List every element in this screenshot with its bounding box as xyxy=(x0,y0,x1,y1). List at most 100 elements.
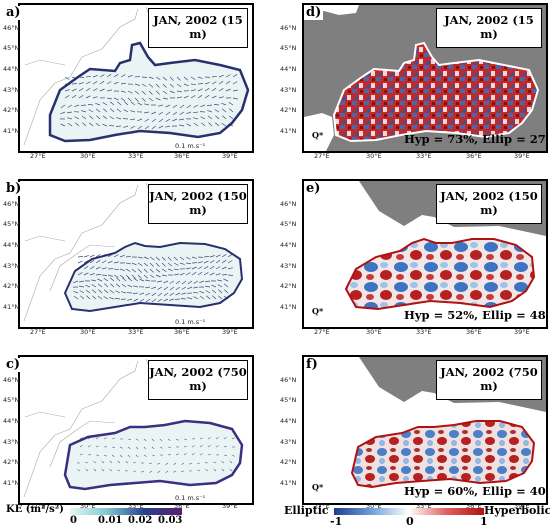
velocity-vector xyxy=(215,259,221,264)
lon-tick: 33°E xyxy=(128,328,144,336)
velocity-vector xyxy=(227,253,233,258)
velocity-vector xyxy=(110,108,115,113)
velocity-vector xyxy=(122,277,127,282)
velocity-vector xyxy=(102,115,108,120)
velocity-vector xyxy=(223,278,229,282)
velocity-vector xyxy=(60,123,66,127)
lon-tick: 27°E xyxy=(30,502,46,510)
velocity-vector xyxy=(183,445,187,448)
velocity-vector xyxy=(106,73,112,78)
lat-tick: 41°N xyxy=(3,479,20,487)
velocity-vector xyxy=(197,83,204,85)
velocity-vector xyxy=(151,286,157,290)
velocity-vector xyxy=(165,104,171,108)
velocity-vector xyxy=(144,118,150,122)
velocity-vector xyxy=(173,262,179,266)
title-box: JAN, 2002 (150 m) xyxy=(436,184,542,224)
velocity-vector xyxy=(127,74,133,78)
velocity-vector xyxy=(181,462,185,465)
velocity-vector xyxy=(175,438,179,441)
velocity-vector xyxy=(143,446,147,450)
velocity-vector xyxy=(186,111,192,115)
velocity-vector xyxy=(209,260,215,264)
velocity-vector xyxy=(173,462,177,466)
velocity-vector xyxy=(80,104,87,106)
velocity-vector xyxy=(215,254,221,258)
velocity-vector xyxy=(218,80,224,85)
velocity-vector xyxy=(74,116,80,120)
velocity-vector xyxy=(111,454,115,458)
lon-tick: 30°E xyxy=(366,328,382,336)
velocity-vector xyxy=(167,268,173,272)
velocity-vector xyxy=(161,274,167,277)
lat-tick: 44°N xyxy=(3,241,20,249)
velocity-vector xyxy=(162,83,167,88)
velocity-vector xyxy=(78,95,84,99)
velocity-vector xyxy=(151,111,157,115)
velocity-vector xyxy=(221,108,227,113)
velocity-vector xyxy=(111,437,115,440)
velocity-vector xyxy=(228,115,234,120)
velocity-vector xyxy=(172,111,178,116)
velocity-vector xyxy=(125,255,131,258)
map-frame: JAN, 2002 (750 m) Hyp = 60%, Ellip = 40%… xyxy=(302,355,548,505)
velocity-vector xyxy=(165,118,171,122)
lon-tick: 30°E xyxy=(80,328,96,336)
velocity-vector xyxy=(71,83,78,85)
lon-tick: 33°E xyxy=(416,502,432,510)
velocity-vector xyxy=(109,469,113,472)
ke-map-150m xyxy=(23,182,244,322)
velocity-vector xyxy=(95,254,101,258)
velocity-vector xyxy=(77,260,83,264)
velocity-vector xyxy=(85,87,91,92)
velocity-vector xyxy=(143,454,147,457)
lat-tick: 43°N xyxy=(3,438,20,446)
velocity-vector xyxy=(137,268,142,273)
velocity-vector xyxy=(78,88,84,92)
panel-c: JAN, 2002 (750 m) 0.1 m.s⁻¹ c) 46°N 45°N… xyxy=(0,352,275,532)
velocity-vector xyxy=(71,94,77,99)
lat-tick: 41°N xyxy=(280,303,297,311)
velocity-vector xyxy=(141,90,146,95)
velocity-vector xyxy=(155,90,160,95)
velocity-vector xyxy=(127,438,131,440)
scale-label: 0.1 m.s⁻¹ xyxy=(175,142,206,150)
velocity-vector xyxy=(96,115,101,120)
velocity-vector xyxy=(211,95,217,99)
velocity-vector xyxy=(89,273,95,276)
velocity-vector xyxy=(149,262,154,267)
velocity-vector xyxy=(165,125,171,128)
lat-tick: 46°N xyxy=(280,200,297,208)
velocity-vector xyxy=(227,267,233,270)
velocity-vector xyxy=(179,256,185,261)
velocity-vector xyxy=(196,462,201,464)
velocity-vector xyxy=(207,453,211,456)
velocity-vector xyxy=(185,262,192,264)
velocity-vector xyxy=(223,283,229,288)
panel-label: d) xyxy=(304,5,324,20)
velocity-vector xyxy=(103,278,109,282)
velocity-vector xyxy=(135,454,139,458)
velocity-vector xyxy=(78,82,84,85)
lat-tick: 44°N xyxy=(280,65,297,73)
velocity-vector xyxy=(155,83,160,88)
lon-tick: 30°E xyxy=(80,502,96,510)
hyp-ellip-stats: Hyp = 52%, Ellip = 48% xyxy=(404,308,548,322)
lon-tick: 39°E xyxy=(222,502,238,510)
velocity-vector xyxy=(71,76,77,80)
velocity-vector xyxy=(86,295,91,300)
velocity-vector xyxy=(91,279,97,282)
velocity-vector xyxy=(161,262,166,267)
velocity-vector xyxy=(199,280,205,284)
velocity-vector xyxy=(99,88,105,92)
ke-tick: 0 xyxy=(70,515,77,526)
lon-tick: 39°E xyxy=(222,328,238,336)
lon-tick: 39°E xyxy=(514,152,530,160)
velocity-vector xyxy=(187,280,193,285)
velocity-vector xyxy=(67,104,73,108)
ke-tick: 0.01 xyxy=(98,515,123,526)
lat-tick: 43°N xyxy=(3,86,20,94)
velocity-vector xyxy=(145,279,151,282)
lat-tick: 46°N xyxy=(3,200,20,208)
velocity-vector xyxy=(214,109,220,113)
